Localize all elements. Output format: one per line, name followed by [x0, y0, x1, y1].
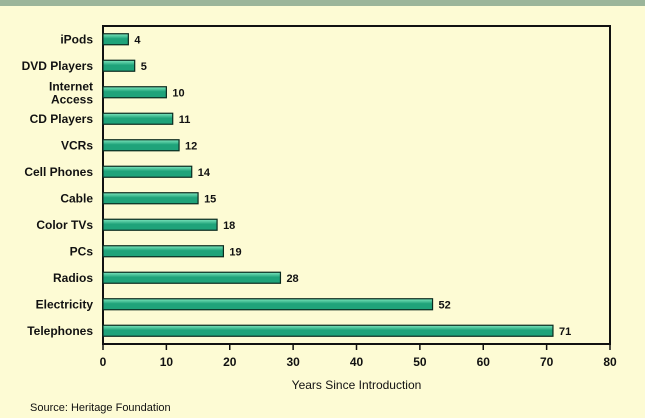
bar-dvd-players [102, 59, 136, 72]
category-label: CD Players [30, 112, 94, 126]
value-label: 15 [204, 193, 216, 205]
x-tick-label: 70 [540, 355, 554, 369]
x-axis-title: Years Since Introduction [292, 378, 422, 392]
value-label: 28 [286, 273, 298, 285]
category-label: DVD Players [22, 59, 94, 73]
top-strip [0, 0, 645, 6]
bar-electricity [102, 298, 434, 311]
value-label: 4 [134, 34, 141, 46]
x-tick-label: 20 [223, 355, 237, 369]
bar-color-tvs [102, 218, 218, 231]
category-label: Internet Access [49, 79, 93, 106]
x-tick-label: 80 [603, 355, 617, 369]
bar-internet-access [102, 86, 167, 99]
value-label: 11 [179, 114, 191, 126]
category-label: Cable [60, 191, 93, 205]
category-label: PCs [70, 244, 94, 258]
category-label: Electricity [36, 297, 94, 311]
value-label: 10 [172, 87, 184, 99]
category-label: Radios [53, 271, 93, 285]
category-label: VCRs [61, 138, 93, 152]
category-label: Telephones [27, 324, 93, 338]
value-label: 14 [198, 167, 211, 179]
value-label: 71 [559, 326, 571, 338]
value-label: 52 [439, 299, 451, 311]
bar-cd-players [102, 112, 174, 125]
x-tick-label: 50 [413, 355, 427, 369]
x-tick-label: 60 [477, 355, 491, 369]
category-label: Cell Phones [24, 165, 93, 179]
value-label: 12 [185, 140, 197, 152]
category-label: Color TVs [36, 218, 93, 232]
value-label: 18 [223, 220, 235, 232]
bar-cell-phones [102, 165, 193, 178]
x-tick-label: 0 [100, 355, 107, 369]
bar-vcrs [102, 139, 180, 152]
x-tick-label: 40 [350, 355, 364, 369]
value-label: 19 [229, 246, 241, 258]
x-tick-label: 30 [286, 355, 300, 369]
source-note: Source: Heritage Foundation [30, 402, 171, 414]
bar-pcs [102, 245, 225, 258]
category-label: iPods [60, 32, 93, 46]
value-label: 5 [141, 61, 147, 73]
bar-telephones [102, 324, 554, 337]
bar-cable [102, 192, 199, 205]
x-axis: 0 10 20 30 40 50 60 70 80 [100, 344, 617, 369]
x-tick-label: 10 [160, 355, 174, 369]
bar-radios [102, 271, 282, 284]
bar-ipods [102, 33, 129, 46]
bars-group: 4 iPods 5 DVD Players 10 Internet Access 11 CD P… [22, 32, 572, 338]
plot-frame [102, 25, 611, 345]
